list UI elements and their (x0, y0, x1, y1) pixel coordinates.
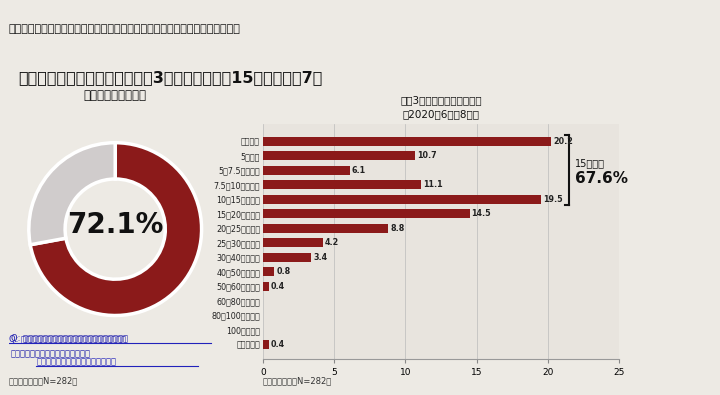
Wedge shape (30, 143, 202, 316)
Text: Q: 総じて、コロナ禍以前の生活と比較して、生活: Q: 総じて、コロナ禍以前の生活と比較して、生活 (9, 334, 126, 343)
Text: 11.1: 11.1 (423, 180, 443, 189)
Wedge shape (29, 143, 115, 245)
Text: 14.5: 14.5 (472, 209, 491, 218)
Text: ベース：全体（N=282）: ベース：全体（N=282） (9, 376, 78, 385)
Text: 67.6%: 67.6% (575, 171, 628, 186)
Text: 満足度はどのように変化しましたか: 満足度はどのように変化しましたか (11, 350, 91, 359)
Bar (263, 195, 541, 204)
Text: 72.1%: 72.1% (67, 211, 163, 239)
Bar (263, 180, 421, 189)
Bar (263, 282, 269, 291)
Text: 6.1: 6.1 (352, 166, 366, 175)
Bar (263, 209, 469, 218)
Text: 0.4: 0.4 (271, 282, 285, 291)
Text: Q: 総じて、コロナ禍以前の生活と比較して、生活: Q: 総じて、コロナ禍以前の生活と比較して、生活 (11, 334, 128, 343)
Bar (263, 253, 311, 262)
Text: 満足度はどのように変化しましたか: 満足度はどのように変化しましたか (36, 357, 117, 366)
Bar (263, 137, 551, 146)
Text: 19.5: 19.5 (543, 195, 562, 204)
Text: 生活が苦しくなった: 生活が苦しくなった (84, 89, 147, 102)
Text: 20.2: 20.2 (553, 137, 573, 146)
Text: 3.4: 3.4 (313, 253, 328, 262)
Bar (263, 267, 274, 276)
Text: Q: 総じて、コロナ禍以前の生活と比較して、生活: Q: 総じて、コロナ禍以前の生活と比較して、生活 (11, 334, 128, 343)
Text: 新型コロナウイルス感染拡大の影響により、生活は苦しくなっているのでは？: 新型コロナウイルス感染拡大の影響により、生活は苦しくなっているのでは？ (9, 24, 240, 34)
Text: 生活が苦しくなった家庭、直近3ヶ月収入ゼロ〜15万未満が約7割: 生活が苦しくなった家庭、直近3ヶ月収入ゼロ〜15万未満が約7割 (18, 71, 323, 85)
Text: 15万未満: 15万未満 (575, 158, 605, 168)
Text: 4.2: 4.2 (325, 238, 339, 247)
Title: 直近3ヶ月の就労月収の平均
（2020年6月〜8月）: 直近3ヶ月の就労月収の平均 （2020年6月〜8月） (400, 96, 482, 119)
Bar (263, 224, 388, 233)
Bar (263, 238, 323, 247)
Text: ベース：全体（N=282）: ベース：全体（N=282） (263, 376, 332, 385)
Text: 10.7: 10.7 (418, 151, 437, 160)
Text: 8.8: 8.8 (390, 224, 405, 233)
Bar (263, 151, 415, 160)
Bar (263, 340, 269, 349)
Bar (263, 166, 350, 175)
Text: 0.4: 0.4 (271, 340, 285, 349)
Text: 0.8: 0.8 (276, 267, 291, 276)
